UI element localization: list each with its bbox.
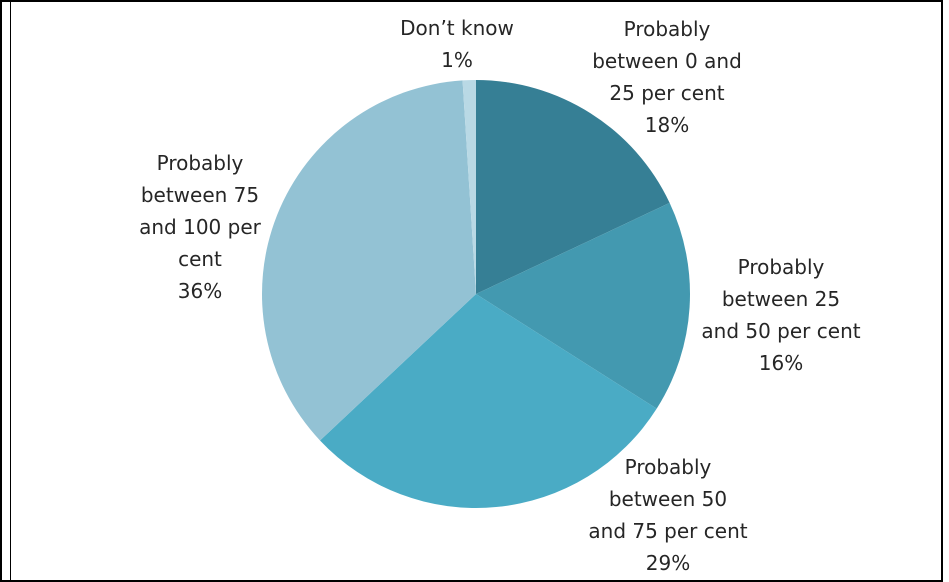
slice-value-label: 18% [645, 113, 689, 137]
slice-value-label: 1% [441, 48, 473, 72]
pie-slice-5 [462, 80, 476, 294]
slice-label-2: Probably between 25 and 50 per cent 16% [701, 255, 860, 375]
pie-slice-2 [476, 202, 691, 409]
slice-category-label: and 100 per [139, 215, 262, 239]
slice-category-label: Probably [624, 17, 711, 41]
slice-category-label: between 50 [609, 487, 727, 511]
slice-category-label: Probably [157, 151, 244, 175]
slice-value-label: 29% [646, 551, 690, 575]
slice-category-label: between 25 [722, 287, 840, 311]
pie-labels: Probably between 0 and 25 per cent 18%Proba… [139, 16, 861, 575]
slice-value-label: 36% [178, 279, 222, 303]
slice-category-label: Probably [738, 255, 825, 279]
slice-category-label: between 0 and [592, 49, 742, 73]
pie-slice-4 [261, 80, 476, 441]
slice-category-label: and 75 per cent [588, 519, 747, 543]
right-edge [941, 0, 949, 582]
slice-label-4: Probably between 75 and 100 per cent 36% [139, 151, 262, 303]
slice-label-3: Probably between 50 and 75 per cent 29% [588, 455, 747, 575]
pie-slice-1 [476, 80, 670, 294]
left-divider [10, 0, 11, 582]
pie-slices [261, 80, 691, 509]
pie-slice-3 [320, 294, 657, 509]
slice-value-label: 16% [759, 351, 803, 375]
slice-category-label: Don’t know [400, 16, 514, 40]
slice-category-label: cent [178, 247, 222, 271]
slice-category-label: between 75 [141, 183, 259, 207]
slice-category-label: Probably [625, 455, 712, 479]
slice-label-1: Probably between 0 and 25 per cent 18% [592, 17, 742, 137]
slice-category-label: and 50 per cent [701, 319, 860, 343]
slice-label-5: Don’t know 1% [400, 16, 514, 72]
slice-category-label: 25 per cent [609, 81, 724, 105]
